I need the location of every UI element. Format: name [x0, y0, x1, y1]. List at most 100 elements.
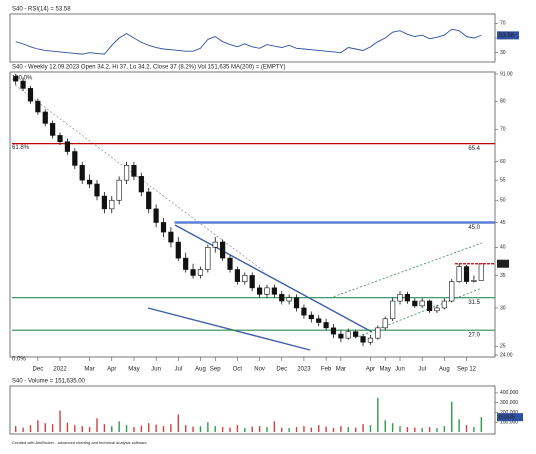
candle-body [13, 76, 19, 82]
candle-body [353, 331, 359, 337]
volume-bar [362, 424, 364, 432]
x-tick-label: Apr [107, 367, 116, 373]
last-price-box [497, 259, 509, 268]
x-tick-label: Apr [366, 367, 375, 373]
volume-bar [480, 417, 483, 432]
x-tick-label: Sep 12 [457, 367, 477, 373]
x-tick-label: Mar [336, 367, 346, 373]
y-tick-label: 70 [500, 21, 506, 27]
volume-bar [443, 426, 446, 432]
volume-bar [111, 426, 113, 432]
volume-bar [295, 427, 298, 432]
candle-body [360, 336, 366, 343]
volume-bar [288, 428, 290, 432]
candle-body [271, 287, 277, 295]
candle-body [316, 318, 322, 323]
volume-bar [340, 426, 342, 432]
trend-line [147, 307, 311, 351]
x-tick-label: Jul [418, 367, 426, 373]
x-tick-label: May [128, 367, 139, 373]
candle-body [412, 300, 418, 307]
candle-body [175, 241, 181, 259]
rsi-title: S40 - RSI(14) = 53.58 [12, 7, 71, 13]
volume-bar [266, 427, 268, 432]
candle-body [478, 263, 484, 281]
candle-body [264, 287, 270, 295]
candle-body [101, 195, 107, 210]
footer: Created with AmiBroker - advanced charti… [12, 440, 148, 445]
volume-bar [66, 422, 69, 432]
volume-bar [244, 428, 246, 432]
volume-bar [184, 425, 187, 432]
candle-body [190, 269, 196, 276]
x-tick-label: Sep [210, 367, 221, 373]
x-tick-label: May [380, 367, 391, 373]
volume-bar [148, 423, 150, 432]
x-tick-label: Feb [321, 367, 332, 373]
volume-frame [9, 385, 496, 435]
y-tick-label: 300,000 [500, 400, 518, 406]
candle-body [242, 275, 248, 282]
candle-body [426, 300, 433, 312]
y-tick-label: 400,000 [500, 390, 518, 396]
candle-body [330, 327, 337, 335]
channel-line [354, 287, 483, 339]
volume-bar [310, 427, 313, 432]
fib-label: 0.0% [12, 357, 26, 363]
x-tick-label: Aug [439, 367, 450, 373]
volume-bar [399, 426, 401, 432]
y-tick-label: 55 [500, 177, 506, 183]
candle-body [57, 135, 63, 143]
candle-body [42, 111, 48, 124]
volume-bar [458, 419, 460, 432]
volume-bar [170, 424, 172, 432]
candle-body [79, 165, 85, 181]
volume-title: S40 - Volume = 151,635.00 [12, 379, 86, 385]
candle-body [116, 179, 122, 201]
y-tick-label: 200,000 [500, 410, 518, 416]
volume-bar [229, 427, 231, 432]
volume-bar [318, 425, 320, 432]
candle-body [123, 165, 130, 181]
candle-body [471, 280, 477, 282]
volume-bar [325, 426, 327, 432]
last-volume-label: 151635 [498, 415, 515, 421]
volume-bar [155, 424, 157, 432]
candle-body [27, 88, 34, 102]
candle-body [382, 318, 388, 329]
candle-body [131, 165, 137, 177]
y-tick-label: 24.00 [500, 352, 513, 358]
candle-body [138, 176, 144, 193]
fib-label: 100.0% [12, 76, 33, 82]
candle-body [35, 100, 41, 113]
x-tick-label: 2023 [297, 367, 311, 373]
volume-bar [14, 426, 17, 432]
candle-body [308, 314, 314, 320]
x-tick-label: 2022 [53, 367, 67, 373]
y-tick-label: 35 [500, 273, 506, 279]
y-tick-label: 40 [500, 245, 506, 251]
x-tick-label: Aug [195, 367, 206, 373]
candle-body [419, 300, 425, 307]
y-tick-label: 80 [500, 98, 506, 104]
candle-body [345, 331, 351, 339]
candle-body [286, 297, 292, 302]
candle-body [160, 222, 167, 233]
candle-body [87, 179, 93, 185]
volume-bar [162, 426, 165, 432]
volume-bar [384, 420, 386, 432]
candle-body [397, 294, 403, 302]
candle-body [220, 241, 226, 259]
candle-body [404, 294, 410, 302]
volume-bar [273, 421, 276, 432]
volume-bar [221, 427, 224, 432]
candle-body [146, 191, 152, 210]
volume-bar [103, 424, 106, 432]
volume-bar [81, 426, 83, 432]
x-tick-label: Dec [276, 367, 287, 373]
candle-body [367, 337, 374, 343]
volume-bar [473, 427, 475, 432]
volume-bar [29, 425, 32, 432]
price-frame [9, 71, 496, 358]
